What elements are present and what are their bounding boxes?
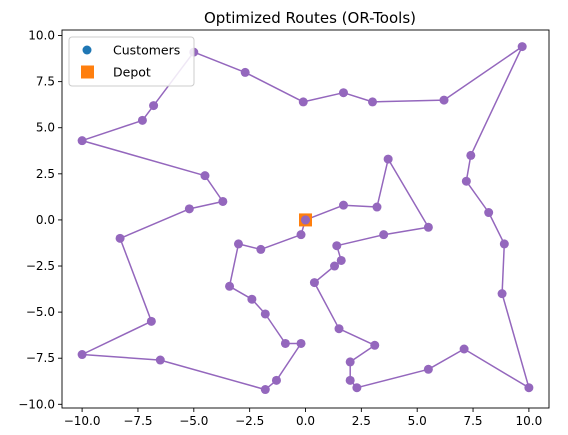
- route-point: [330, 261, 340, 271]
- route-point: [484, 208, 494, 218]
- route-point: [240, 67, 250, 77]
- route-point: [280, 338, 290, 348]
- route-point: [137, 115, 147, 125]
- route-point: [225, 281, 235, 291]
- y-tick-label: −10.0: [18, 397, 55, 411]
- route-point: [459, 344, 469, 354]
- route-point: [423, 364, 433, 374]
- route-point: [499, 239, 509, 249]
- route-point: [296, 230, 306, 240]
- route-point: [338, 88, 348, 98]
- y-tick-label: 5.0: [36, 121, 55, 135]
- route-point: [332, 241, 342, 251]
- legend: Customers Depot: [68, 36, 195, 87]
- route-point: [345, 357, 355, 367]
- x-tick-label: 10.0: [516, 414, 543, 428]
- route-point: [439, 95, 449, 105]
- route-point: [524, 383, 534, 393]
- route-point: [200, 171, 210, 181]
- y-tick-label: 0.0: [36, 213, 55, 227]
- y-tick-label: −7.5: [26, 351, 55, 365]
- legend-box: [68, 36, 195, 87]
- route-point: [296, 338, 306, 348]
- route-point: [461, 176, 471, 186]
- x-tick-label: 7.5: [463, 414, 482, 428]
- route-point: [77, 350, 87, 360]
- x-tick-label: −5.0: [179, 414, 208, 428]
- route-point: [298, 97, 308, 107]
- x-tick-label: −7.5: [123, 414, 152, 428]
- route-point: [146, 316, 156, 326]
- route-point: [423, 222, 433, 232]
- route-point: [260, 385, 270, 395]
- route-point: [379, 230, 389, 240]
- y-tick-label: 10.0: [28, 29, 55, 43]
- legend-label: Customers: [113, 43, 180, 58]
- y-tick-label: 2.5: [36, 167, 55, 181]
- y-axis: −10.0 −7.5 −5.0 −2.5 0.0 2.5 5.0 7.5 10.0: [18, 29, 62, 411]
- route-point: [338, 200, 348, 210]
- x-tick-label: −10.0: [64, 414, 101, 428]
- legend-marker-depot: [81, 65, 94, 79]
- route-point: [334, 324, 344, 334]
- route-point: [233, 239, 243, 249]
- y-tick-label: −2.5: [26, 259, 55, 273]
- route-point: [260, 309, 270, 319]
- y-tick-label: −5.0: [26, 305, 55, 319]
- route-point: [383, 154, 393, 164]
- legend-label: Depot: [113, 65, 151, 80]
- route-point: [218, 196, 228, 206]
- route-point: [301, 215, 310, 225]
- route-point: [352, 383, 362, 393]
- route-point: [256, 244, 266, 254]
- chart-title: Optimized Routes (OR-Tools): [204, 9, 416, 27]
- route-point: [149, 101, 159, 111]
- x-tick-label: 2.5: [352, 414, 371, 428]
- route-point: [336, 255, 346, 265]
- legend-marker-customers: [82, 45, 92, 55]
- x-tick-label: −2.5: [235, 414, 264, 428]
- route-point: [368, 97, 378, 107]
- route-point: [184, 204, 194, 214]
- route-point: [309, 278, 319, 288]
- point-layer: [77, 42, 534, 395]
- route-point: [77, 136, 87, 146]
- route-point: [517, 42, 527, 52]
- route-point: [372, 202, 382, 212]
- route-point: [115, 233, 125, 243]
- route-point: [497, 289, 507, 299]
- route-point: [271, 375, 281, 385]
- route-point: [370, 340, 380, 350]
- x-tick-label: 0.0: [296, 414, 315, 428]
- x-axis: −10.0 −7.5 −5.0 −2.5 0.0 2.5 5.0 7.5 10.0: [64, 408, 543, 428]
- route-point: [247, 294, 257, 304]
- route-point: [466, 150, 476, 160]
- route-point: [345, 375, 355, 385]
- x-tick-label: 5.0: [408, 414, 427, 428]
- y-tick-label: 7.5: [36, 75, 55, 89]
- route-point: [155, 355, 165, 365]
